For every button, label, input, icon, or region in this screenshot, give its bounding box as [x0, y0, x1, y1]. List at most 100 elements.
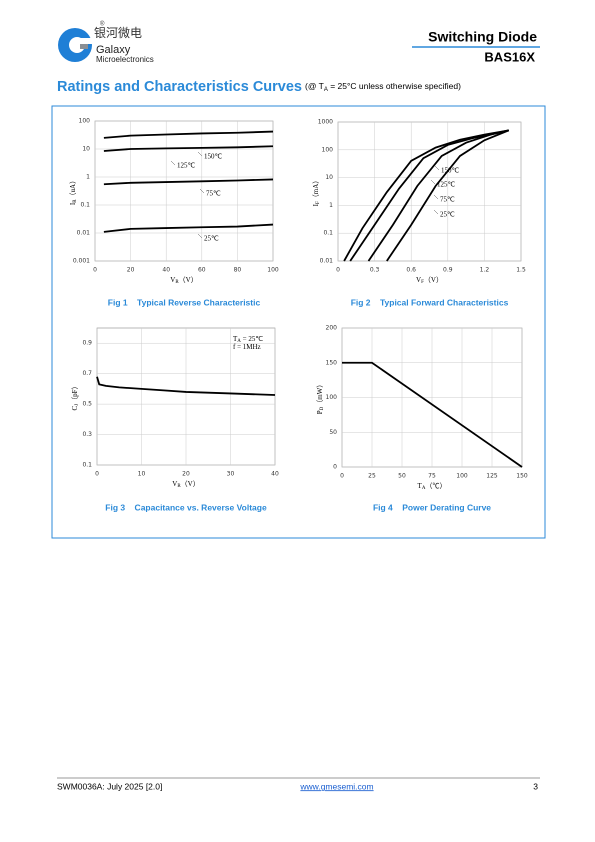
y-tick-label: 100: [326, 394, 338, 401]
x-axis-label: TA（℃）: [418, 482, 447, 492]
y-tick-label: 150: [326, 359, 338, 366]
y-axis-label: IR（uA）: [69, 177, 79, 205]
section-title: Ratings and Characteristics Curves (@ TA …: [57, 79, 461, 95]
series-line: [103, 178, 274, 186]
y-tick-label: 50: [329, 429, 337, 436]
y-tick-label: 0.1: [80, 202, 90, 209]
x-axis-label: VR（V）: [170, 276, 197, 286]
y-tick-label: 0.01: [77, 230, 91, 237]
x-tick-label: 25: [368, 473, 376, 480]
series-label: 150℃: [204, 153, 223, 161]
x-tick-label: 0: [95, 471, 99, 478]
x-tick-label: 0.6: [406, 267, 416, 274]
series-line: [343, 129, 509, 262]
y-tick-label: 0.3: [82, 431, 92, 438]
y-tick-label: 0: [333, 464, 337, 471]
logo: [58, 28, 94, 62]
subtitle: (@ TA = 25°C unless otherwise specified): [305, 81, 461, 92]
y-tick-label: 0.1: [82, 462, 92, 469]
y-tick-label: 0.001: [73, 258, 90, 265]
x-tick-label: 60: [198, 267, 206, 274]
subtitle-sub: A: [324, 87, 328, 93]
y-tick-label: 0.01: [320, 258, 334, 265]
y-tick-label: 0.7: [82, 370, 92, 377]
y-axis-label-rest: （mA）: [312, 177, 320, 202]
x-axis-label-main: V: [416, 276, 421, 284]
x-axis-label-sub: R: [177, 484, 181, 489]
x-axis-label-sub: F: [421, 280, 424, 285]
plot-area: [94, 120, 274, 262]
x-axis-label-rest: （V）: [179, 276, 198, 284]
x-tick-label: 50: [398, 473, 406, 480]
x-tick-label: 150: [516, 473, 528, 480]
series-line: [367, 129, 510, 262]
company: Galaxy: [96, 44, 131, 56]
series-line: [96, 376, 276, 396]
x-tick-label: 80: [234, 267, 242, 274]
x-axis-label-rest: （℃）: [425, 482, 446, 490]
label-leader: [197, 151, 203, 157]
series-label: 75℃: [206, 190, 221, 198]
figure-caption: Fig 4 Power Derating Curve: [373, 502, 491, 512]
y-tick-label: 0.9: [82, 340, 92, 347]
x-axis-label: VF（V）: [416, 276, 443, 286]
logo-cn: 银河微电: [94, 26, 142, 40]
series-label: 125℃: [177, 162, 196, 170]
logo-bar: [80, 44, 88, 49]
series-line: [103, 145, 274, 152]
page-number: 3: [533, 781, 538, 791]
x-axis-label: VR（V）: [172, 480, 199, 490]
x-axis-label-sub: R: [175, 280, 179, 285]
y-axis-label: CJ（pF）: [71, 382, 81, 410]
logo-mark: ®: [100, 21, 105, 28]
x-tick-label: 10: [138, 471, 146, 478]
x-axis-label-sub: A: [422, 486, 426, 491]
y-axis-label-rest: （mW）: [316, 381, 324, 407]
annotation-rest: = 25℃: [241, 335, 263, 343]
y-axis-label-main: I: [69, 202, 77, 205]
y-axis-label-main: C: [71, 406, 79, 411]
y-axis-label: IF（mA）: [312, 177, 322, 207]
series-label: 125℃: [437, 181, 456, 189]
x-tick-label: 40: [162, 267, 170, 274]
y-tick-label: 1000: [318, 119, 333, 126]
annotation-main: f = 1MHz: [233, 343, 261, 351]
y-axis-label-sub: D: [320, 406, 325, 410]
y-axis-label-sub: F: [316, 201, 321, 204]
y-tick-label: 1: [86, 174, 90, 181]
x-tick-label: 1.5: [516, 267, 526, 274]
x-tick-label: 0: [340, 473, 344, 480]
title-text: Ratings and Characteristics Curves: [57, 79, 302, 95]
figure-caption: Fig 2 Typical Forward Characteristics: [351, 297, 509, 307]
series-label: 25℃: [204, 235, 219, 243]
annotation-sub: A: [237, 339, 241, 344]
x-tick-label: 20: [182, 471, 190, 478]
subtitle-rest: = 25°C unless otherwise specified): [328, 81, 461, 91]
annotation: TA = 25℃: [233, 335, 263, 345]
y-tick-label: 0.5: [82, 401, 92, 408]
figure-frame: [51, 105, 546, 539]
x-tick-label: 30: [227, 471, 235, 478]
x-tick-label: 0: [93, 267, 97, 274]
y-tick-label: 10: [325, 174, 333, 181]
y-axis-label-main: I: [312, 203, 320, 206]
series-line: [103, 223, 274, 233]
y-axis-label: PD（mW）: [316, 381, 326, 415]
x-axis-label-main: T: [418, 482, 423, 490]
series-label: 25℃: [440, 211, 455, 219]
plot-area: [337, 121, 522, 262]
label-leader: [433, 194, 439, 200]
y-axis-label-main: P: [316, 410, 324, 414]
doc-id: SWM0036A: July 2025 [2.0]: [57, 781, 162, 791]
x-tick-label: 75: [428, 473, 436, 480]
series-line: [386, 129, 510, 262]
x-tick-label: 125: [486, 473, 498, 480]
y-axis-label-sub: R: [73, 199, 78, 203]
series-line: [103, 130, 274, 139]
x-tick-label: 100: [267, 267, 279, 274]
x-axis-label-main: V: [172, 480, 177, 488]
website-link[interactable]: www.gmesemi.com: [299, 781, 373, 791]
part-number: BAS16X: [484, 49, 535, 64]
y-axis-label-sub: J: [75, 404, 80, 406]
